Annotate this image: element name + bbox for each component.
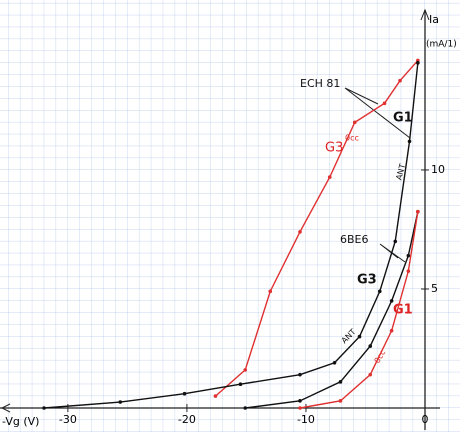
point [352, 120, 357, 125]
point [238, 382, 243, 386]
point [213, 394, 218, 398]
point [357, 334, 362, 339]
point [243, 368, 248, 372]
point [268, 289, 273, 294]
point [42, 406, 46, 410]
point [398, 78, 402, 83]
point [338, 399, 343, 403]
point [368, 372, 373, 377]
point [389, 328, 394, 333]
x-tick-label: -30 [59, 413, 77, 426]
x-tick-label: -10 [297, 413, 315, 426]
point [327, 175, 332, 179]
point [406, 269, 411, 273]
y-arrow [420, 8, 430, 21]
y-unit: (mA/1) [426, 40, 457, 50]
annotation: G1 [393, 111, 413, 126]
point [332, 360, 337, 365]
y-tick-label: 10 [431, 163, 445, 176]
point [298, 406, 302, 410]
arrow [379, 243, 406, 263]
point [389, 299, 394, 303]
point [298, 230, 302, 234]
point [298, 399, 302, 403]
point [407, 139, 412, 144]
point [393, 239, 398, 244]
y-label: Ia [429, 13, 439, 26]
point [368, 344, 373, 348]
point [243, 406, 248, 410]
annotation: 0cc [345, 134, 359, 143]
y-tick-label: 5 [431, 282, 438, 295]
point [416, 209, 420, 214]
annotation: ECH 81 [300, 77, 340, 90]
arrow [344, 87, 411, 139]
point [377, 289, 382, 294]
point [118, 400, 123, 404]
x-tick-label: -20 [178, 413, 196, 426]
point [406, 253, 411, 258]
point [416, 61, 420, 65]
annotation: 6BE6 [340, 233, 369, 246]
x-tick-label: 0 [422, 413, 429, 426]
x-arrow [0, 403, 11, 413]
annotation: G3 [357, 273, 377, 288]
point [382, 101, 387, 106]
annotation: G3 [325, 141, 343, 156]
x-label: -Vg (V) [2, 415, 39, 428]
point [182, 391, 187, 396]
point [338, 380, 343, 384]
point [298, 372, 302, 377]
line [299, 211, 419, 409]
